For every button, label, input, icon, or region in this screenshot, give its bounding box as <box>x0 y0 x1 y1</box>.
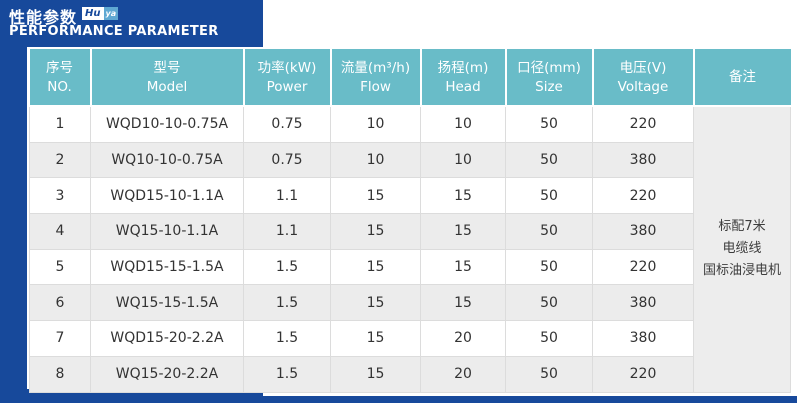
col-header-size: 口径(mm) Size <box>505 49 594 107</box>
cell-power: 1.5 <box>243 248 331 286</box>
cell-power: 0.75 <box>243 105 331 143</box>
cell-flow: 10 <box>330 105 421 143</box>
cell-model: WQ10-10-0.75A <box>90 141 244 179</box>
cell-flow: 15 <box>330 355 421 393</box>
col-header-power: 功率(kW) Power <box>243 49 332 107</box>
table-row: 6 WQ15-15-1.5A 1.5 15 15 50 380 <box>29 284 791 322</box>
col-header-flow: 流量(m³/h) Flow <box>330 49 422 107</box>
cell-power: 1.1 <box>243 213 331 250</box>
header-banner <box>0 0 263 47</box>
page-title-en: PERFORMANCE PARAMETER <box>9 24 219 39</box>
table-row: 2 WQ10-10-0.75A 0.75 10 10 50 380 <box>29 141 791 179</box>
cell-size: 50 <box>505 355 593 393</box>
table-row: 3 WQD15-10-1.1A 1.1 15 15 50 220 <box>29 177 791 215</box>
brand-logo-part1: Hu <box>82 7 104 20</box>
cell-model: WQ15-20-2.2A <box>90 355 244 393</box>
cell-power: 1.1 <box>243 177 331 215</box>
cell-voltage: 220 <box>592 177 694 215</box>
cell-no: 7 <box>29 320 91 357</box>
cell-size: 50 <box>505 141 593 179</box>
cell-model: WQ15-15-1.5A <box>90 284 244 322</box>
col-header-model: 型号 Model <box>90 49 245 107</box>
cell-no: 8 <box>29 355 91 393</box>
cell-flow: 15 <box>330 177 421 215</box>
cell-flow: 15 <box>330 284 421 322</box>
col-header-remark: 备注 <box>693 49 791 107</box>
brand-logo-part2: ya <box>103 7 119 20</box>
remark-line: 国标油浸电机 <box>702 263 781 279</box>
page-title-zh: 性能参数 <box>9 8 78 27</box>
cell-no: 5 <box>29 248 91 286</box>
col-header-voltage: 电压(V) Voltage <box>592 49 695 107</box>
cell-voltage: 380 <box>592 284 694 322</box>
cell-no: 3 <box>29 177 91 215</box>
cell-no: 4 <box>29 213 91 250</box>
cell-voltage: 380 <box>592 213 694 250</box>
cell-voltage: 220 <box>592 105 694 143</box>
table-row: 1 WQD10-10-0.75A 0.75 10 10 50 220 标配7米 … <box>29 105 791 393</box>
cell-power: 1.5 <box>243 320 331 357</box>
cell-remark: 标配7米 电缆线 国标油浸电机 <box>693 105 791 393</box>
cell-model: WQD10-10-0.75A <box>90 105 244 143</box>
cell-power: 0.75 <box>243 141 331 179</box>
cell-head: 15 <box>420 284 506 322</box>
cell-size: 50 <box>505 248 593 286</box>
bottom-bar <box>0 396 797 403</box>
cell-model: WQ15-10-1.1A <box>90 213 244 250</box>
col-header-no: 序号 NO. <box>29 49 92 107</box>
cell-head: 15 <box>420 248 506 286</box>
cell-size: 50 <box>505 213 593 250</box>
cell-voltage: 220 <box>592 248 694 286</box>
cell-head: 10 <box>420 105 506 143</box>
cell-voltage: 380 <box>592 141 694 179</box>
cell-size: 50 <box>505 177 593 215</box>
table-row: 8 WQ15-20-2.2A 1.5 15 20 50 220 <box>29 355 791 393</box>
cell-power: 1.5 <box>243 284 331 322</box>
cell-no: 2 <box>29 141 91 179</box>
table-header-row: 序号 NO. 型号 Model 功率(kW) Power 流量(m³/h) Fl… <box>29 49 791 107</box>
remark-line: 电缆线 <box>722 241 762 257</box>
cell-head: 15 <box>420 177 506 215</box>
col-header-head: 扬程(m) Head <box>420 49 507 107</box>
remark-line: 标配7米 <box>718 219 766 235</box>
cell-flow: 15 <box>330 213 421 250</box>
cell-voltage: 380 <box>592 320 694 357</box>
cell-size: 50 <box>505 320 593 357</box>
table-row: 4 WQ15-10-1.1A 1.1 15 15 50 380 <box>29 213 791 250</box>
cell-size: 50 <box>505 105 593 143</box>
table-row: 5 WQD15-15-1.5A 1.5 15 15 50 220 <box>29 248 791 286</box>
cell-flow: 15 <box>330 320 421 357</box>
left-accent-bar <box>0 0 27 403</box>
table-row: 7 WQD15-20-2.2A 1.5 15 20 50 380 <box>29 320 791 357</box>
cell-head: 10 <box>420 141 506 179</box>
cell-flow: 10 <box>330 141 421 179</box>
performance-parameter-table: 序号 NO. 型号 Model 功率(kW) Power 流量(m³/h) Fl… <box>29 49 791 393</box>
cell-head: 15 <box>420 213 506 250</box>
cell-power: 1.5 <box>243 355 331 393</box>
cell-head: 20 <box>420 355 506 393</box>
brand-logo-icon: Hu ya <box>82 7 119 20</box>
cell-no: 1 <box>29 105 91 143</box>
cell-model: WQD15-15-1.5A <box>90 248 244 286</box>
cell-no: 6 <box>29 284 91 322</box>
cell-voltage: 220 <box>592 355 694 393</box>
cell-size: 50 <box>505 284 593 322</box>
cell-flow: 15 <box>330 248 421 286</box>
cell-head: 20 <box>420 320 506 357</box>
cell-model: WQD15-10-1.1A <box>90 177 244 215</box>
cell-model: WQD15-20-2.2A <box>90 320 244 357</box>
